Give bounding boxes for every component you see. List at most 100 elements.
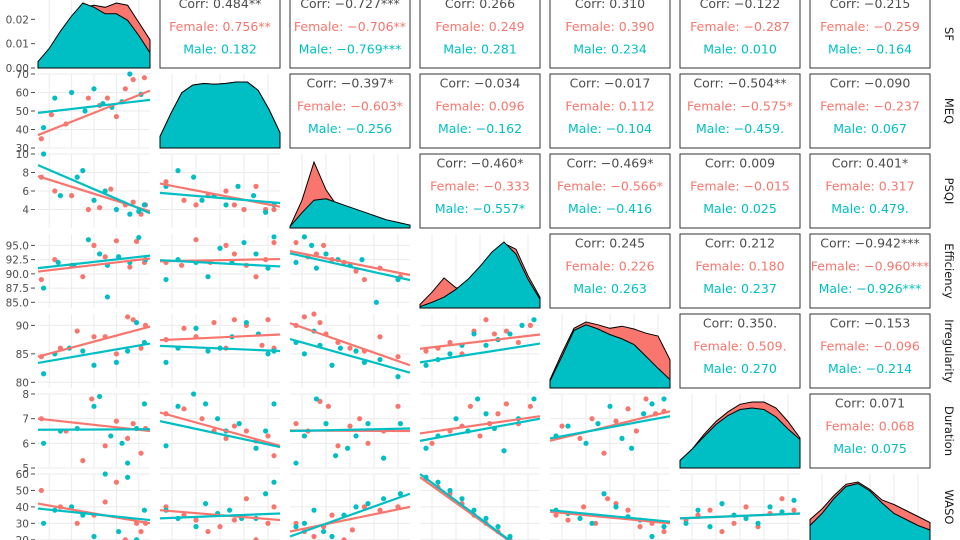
point-male	[531, 396, 537, 402]
point-male	[519, 322, 525, 328]
point-female	[271, 504, 277, 510]
point-female	[253, 183, 259, 189]
y-tick-label: 40	[16, 502, 29, 514]
point-male	[102, 471, 108, 477]
corr-female: Female: −0.259	[820, 19, 920, 34]
panel-sf-irregularity: Corr: 0.310 Female: 0.390 Male: 0.234	[549, 0, 671, 69]
corr-overall: Corr: 0.484**	[179, 0, 262, 11]
point-female	[138, 528, 144, 535]
point-female	[223, 188, 229, 194]
panel-meq-waso: Corr: −0.090 Female: −0.237 Male: 0.067	[809, 73, 931, 149]
corr-female: Female: 0.509.	[693, 338, 786, 353]
point-male	[323, 251, 329, 257]
fit-line-female	[419, 415, 541, 435]
point-female	[113, 418, 119, 424]
point-male	[471, 331, 477, 337]
point-female	[483, 317, 489, 323]
point-female	[108, 186, 114, 192]
point-female	[38, 136, 44, 142]
point-male	[253, 445, 259, 451]
fit-line-male	[37, 164, 151, 215]
panel-psqi-efficiency: Corr: −0.460* Female: −0.333 Male: −0.557*	[419, 153, 541, 229]
point-female	[349, 527, 355, 533]
point-male	[193, 524, 199, 530]
strip-background	[932, 154, 960, 228]
panel-irregularity-psqi	[289, 311, 411, 388]
point-female	[102, 254, 108, 260]
point-female	[293, 421, 299, 427]
strip-background	[932, 474, 960, 540]
point-male	[205, 274, 211, 280]
point-female	[321, 242, 327, 248]
point-male	[755, 520, 761, 526]
point-male	[91, 533, 97, 540]
y-tick-label: 70	[16, 69, 29, 81]
y-tick-label: 85.0	[6, 297, 29, 309]
point-male	[507, 533, 513, 540]
corr-male: Male: −0.104	[568, 121, 652, 136]
fit-line-male	[159, 344, 281, 353]
corr-overall: Corr: 0.212	[705, 235, 775, 250]
corr-male: Male: −0.164	[828, 41, 912, 56]
fit-line-male	[37, 507, 151, 522]
y-tick-label: 10	[16, 149, 29, 161]
panel-irregularity-duration: Corr: 0.350. Female: 0.509. Male: 0.270	[679, 313, 801, 389]
point-male	[263, 491, 269, 497]
point-female	[643, 396, 649, 402]
point-female	[85, 95, 91, 101]
point-female	[253, 537, 259, 540]
strip-label-psqi: PSQI	[942, 178, 956, 205]
point-male	[395, 374, 401, 380]
corr-box	[809, 73, 931, 149]
point-male	[531, 317, 537, 323]
point-female	[491, 331, 497, 337]
panel-meq-meq	[159, 74, 281, 149]
corr-overall: Corr: −0.090	[830, 75, 911, 90]
strip-label-sf: SF	[942, 27, 956, 41]
y-tick-label: 0.00	[6, 63, 29, 75]
point-male	[217, 245, 223, 251]
point-male	[589, 520, 595, 526]
panel-psqi-waso: Corr: 0.401* Female: 0.317 Male: 0.479.	[809, 153, 931, 229]
panel-psqi-sf	[37, 151, 151, 228]
point-male	[641, 411, 647, 417]
point-female	[271, 239, 277, 246]
corr-box	[549, 153, 671, 229]
point-male	[82, 108, 88, 114]
corr-female: Female: −0.960***	[811, 258, 929, 273]
fit-line-male	[419, 473, 512, 540]
point-female	[357, 416, 363, 422]
y-tick-label: 90.0	[6, 269, 29, 281]
y-tick-label: 85	[16, 349, 29, 361]
fit-line-male	[549, 415, 671, 440]
corr-box	[289, 73, 411, 149]
panel-irregularity-irregularity	[549, 314, 671, 389]
corr-overall: Corr: 0.310	[575, 0, 645, 11]
point-female	[361, 504, 367, 510]
point-female	[601, 450, 607, 456]
point-male	[683, 520, 689, 526]
panel-duration-waso: Corr: 0.071 Female: 0.068 Male: 0.075	[809, 393, 931, 469]
corr-male: Male: 0.479.	[831, 201, 909, 216]
point-female	[69, 193, 75, 199]
point-female	[347, 423, 353, 429]
point-female	[80, 274, 86, 280]
point-female	[259, 342, 265, 348]
point-male	[243, 319, 249, 326]
point-male	[91, 197, 97, 203]
corr-overall: Corr: 0.350.	[703, 315, 777, 330]
point-male	[459, 496, 465, 502]
point-male	[251, 193, 257, 199]
fit-line-male	[37, 98, 151, 114]
strip-label-efficiency: Efficiency	[942, 243, 956, 299]
point-male	[125, 474, 131, 480]
point-male	[74, 174, 80, 180]
panel-efficiency-duration: Corr: 0.212 Female: 0.180 Male: 0.237	[679, 233, 801, 309]
corr-female: Female: −0.706**	[294, 19, 406, 34]
corr-box	[549, 233, 671, 309]
point-female	[231, 517, 237, 523]
corr-male: Male: −0.769***	[299, 41, 402, 56]
point-female	[779, 496, 785, 502]
point-female	[353, 268, 359, 274]
point-male	[313, 265, 319, 271]
